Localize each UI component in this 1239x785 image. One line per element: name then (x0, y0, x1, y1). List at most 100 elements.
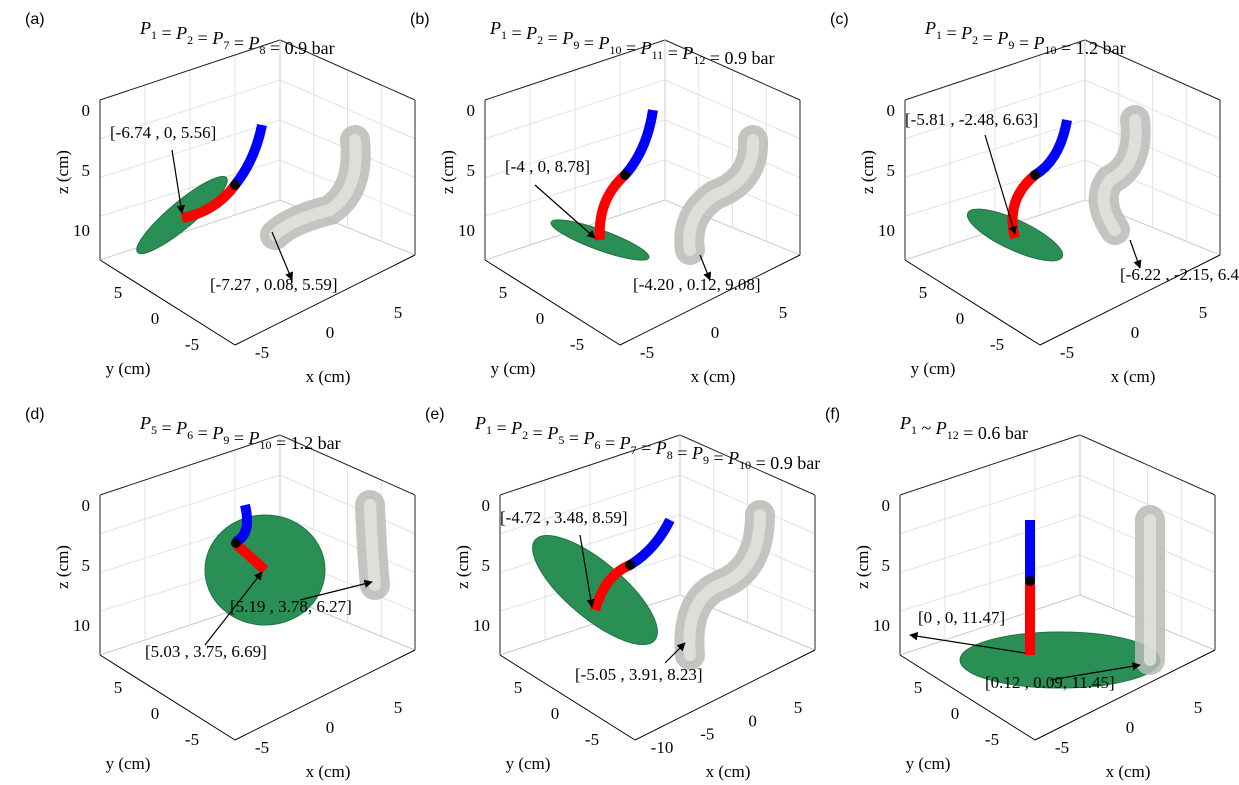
y-tick-label: 5 (114, 283, 123, 302)
box-edge (279, 434, 416, 496)
annotation: [0.12 , 0.09, 11.45] (985, 673, 1115, 692)
title-part: P (996, 28, 1008, 48)
y-tick-label: 5 (919, 283, 928, 302)
x-tick-label: 0 (1126, 718, 1135, 737)
box-edge (499, 594, 681, 656)
title-part: = (507, 23, 526, 43)
title-part: P (924, 18, 936, 38)
annotation: [0 , 0, 11.47] (918, 608, 1005, 627)
title-part: P (489, 18, 501, 38)
arrow (171, 149, 185, 214)
z-tick-label: 0 (887, 101, 896, 120)
y-axis-label: y (cm) (106, 754, 151, 773)
title-part: P (175, 418, 187, 438)
grid-line (904, 159, 1086, 217)
box-edge (99, 39, 281, 101)
y-tick-label: 5 (114, 678, 123, 697)
z-tick-label: 0 (467, 101, 476, 120)
axis (234, 649, 416, 741)
z-tick-label: 5 (82, 556, 91, 575)
z-tick-label: 0 (482, 496, 491, 515)
annotation: [-5.81 , -2.48, 6.63] (905, 110, 1038, 129)
title-part: = 0.9 bar (705, 48, 774, 68)
arrow (1049, 662, 1141, 681)
title-part: = (600, 433, 619, 453)
axis (1039, 254, 1221, 346)
x-tick-label: 0 (326, 323, 335, 342)
title-part: = (579, 33, 598, 53)
box-edge (904, 39, 1086, 101)
title-subscript: 1 (936, 28, 942, 42)
axis (899, 654, 1036, 741)
title-part: ~ (917, 418, 936, 438)
title-part: P (899, 413, 911, 433)
title-part: P (247, 33, 259, 53)
z-axis-label: z (cm) (53, 545, 72, 589)
annotation: [5.03 , 3.75, 6.69] (145, 642, 267, 661)
red-segment (180, 181, 240, 223)
joint (230, 180, 240, 190)
title-part: = 0.9 bar (265, 38, 334, 58)
box-edge (99, 199, 281, 261)
z-axis-label: z (cm) (853, 545, 872, 589)
axis (499, 654, 636, 741)
annotation: [-4.20 , 0.12, 9.08] (633, 275, 760, 294)
y-axis-label: y (cm) (506, 754, 551, 773)
blue-segment (1032, 119, 1072, 180)
box-edge (499, 434, 681, 496)
joint (625, 560, 635, 570)
title-part: P (247, 428, 259, 448)
red-segment (233, 541, 269, 574)
title-subscript: 10 (259, 438, 271, 452)
x-tick-label: 5 (394, 303, 403, 322)
title-part: = (528, 423, 547, 443)
x-axis-label: x (cm) (706, 762, 751, 781)
joint (1025, 576, 1035, 586)
x-tick-label: -5 (1060, 343, 1074, 362)
axis (234, 254, 416, 346)
title-part: = 0.6 bar (959, 423, 1028, 443)
panel-label: (f) (825, 406, 840, 423)
title-subscript: 1 (151, 28, 157, 42)
y-tick-label: -5 (990, 335, 1004, 354)
annotation: [-7.27 , 0.08, 5.59] (210, 275, 337, 294)
joint (1030, 170, 1040, 180)
y-axis-label: y (cm) (906, 754, 951, 773)
title-part: P (597, 33, 609, 53)
arrow (299, 579, 373, 601)
title-part: P (681, 43, 693, 63)
title-part: = (543, 28, 562, 48)
title-part: = (229, 428, 248, 448)
arrow (909, 632, 1026, 654)
arrow (1129, 239, 1142, 269)
title-part: P (139, 413, 151, 433)
z-axis-label: z (cm) (438, 150, 457, 194)
y-tick-label: 0 (151, 704, 160, 723)
title-subscript: 1 (486, 423, 492, 437)
title-part: = (942, 23, 961, 43)
panel-label: (d) (25, 406, 45, 423)
x-tick-label: 0 (1131, 323, 1140, 342)
title-part: P (691, 443, 703, 463)
title-part: = (193, 423, 212, 443)
title-part: P (211, 423, 223, 443)
title-part: P (546, 423, 558, 443)
axis (634, 649, 816, 741)
title-subscript: 10 (1044, 43, 1056, 57)
title-subscript: 6 (187, 428, 193, 442)
joint (231, 538, 241, 548)
y-tick-label: -5 (570, 335, 584, 354)
tube-highlight (1097, 114, 1142, 236)
title-part: P (582, 428, 594, 448)
title-subscript: 10 (609, 43, 621, 57)
x-tick-label: 0 (326, 718, 335, 737)
blue-segment (627, 517, 675, 570)
title-part: P (211, 28, 223, 48)
box-edge (899, 594, 1081, 656)
x-tick-label: 5 (779, 303, 788, 322)
title-subscript: 10 (739, 458, 751, 472)
title-part: = (492, 418, 511, 438)
